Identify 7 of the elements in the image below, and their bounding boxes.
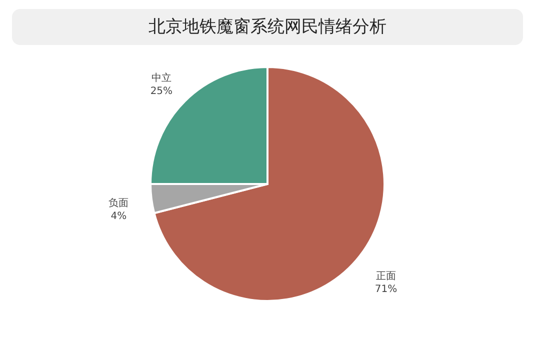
chart-title: 北京地铁魔窗系统网民情绪分析 [12,9,523,45]
data-label: 4% [110,210,127,222]
slice-label: 负面 [108,196,129,209]
data-label: 71% [374,284,398,295]
slice-label: 中立 [151,72,172,84]
slice-label: 正面 [376,270,396,282]
data-label: 25% [150,86,173,97]
